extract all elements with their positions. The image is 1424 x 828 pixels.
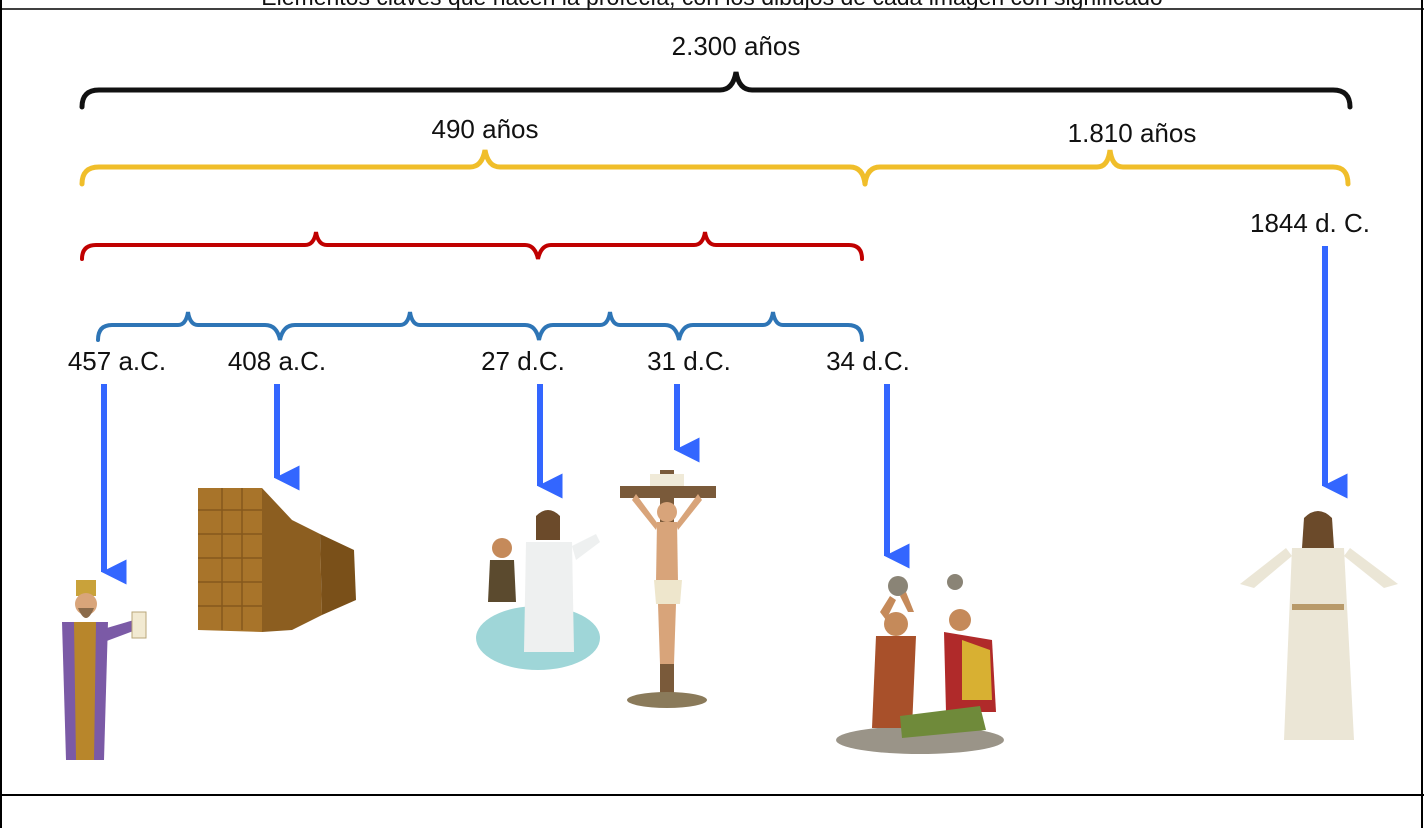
date-34-ad: 34 d.C.	[826, 346, 910, 376]
caption-text: Elementos claves que hacen la profecía, …	[261, 0, 1162, 10]
black-brace-2300	[79, 71, 1353, 110]
span-490-label: 490 años	[432, 114, 539, 144]
span-2300-label: 2.300 años	[672, 31, 801, 61]
stoning-icon	[836, 574, 1004, 754]
date-1844-ad: 1844 d. C.	[1250, 208, 1370, 238]
red-brace	[80, 231, 864, 261]
yellow-brace-1810	[862, 149, 1351, 187]
city-wall-icon	[198, 488, 356, 632]
date-27-ad: 27 d.C.	[481, 346, 565, 376]
date-31-ad: 31 d.C.	[647, 346, 731, 376]
blue-brace	[96, 311, 864, 342]
span-1810-label: 1.810 años	[1068, 118, 1197, 148]
arrows	[101, 246, 1348, 585]
king-decree-icon	[62, 580, 147, 760]
date-457-bc: 457 a.C.	[68, 346, 166, 376]
risen-christ-icon	[1240, 511, 1398, 740]
crucifixion-icon	[620, 470, 716, 708]
yellow-brace-490	[79, 149, 868, 187]
baptism-icon	[476, 510, 600, 670]
date-408-bc: 408 a.C.	[228, 346, 326, 376]
